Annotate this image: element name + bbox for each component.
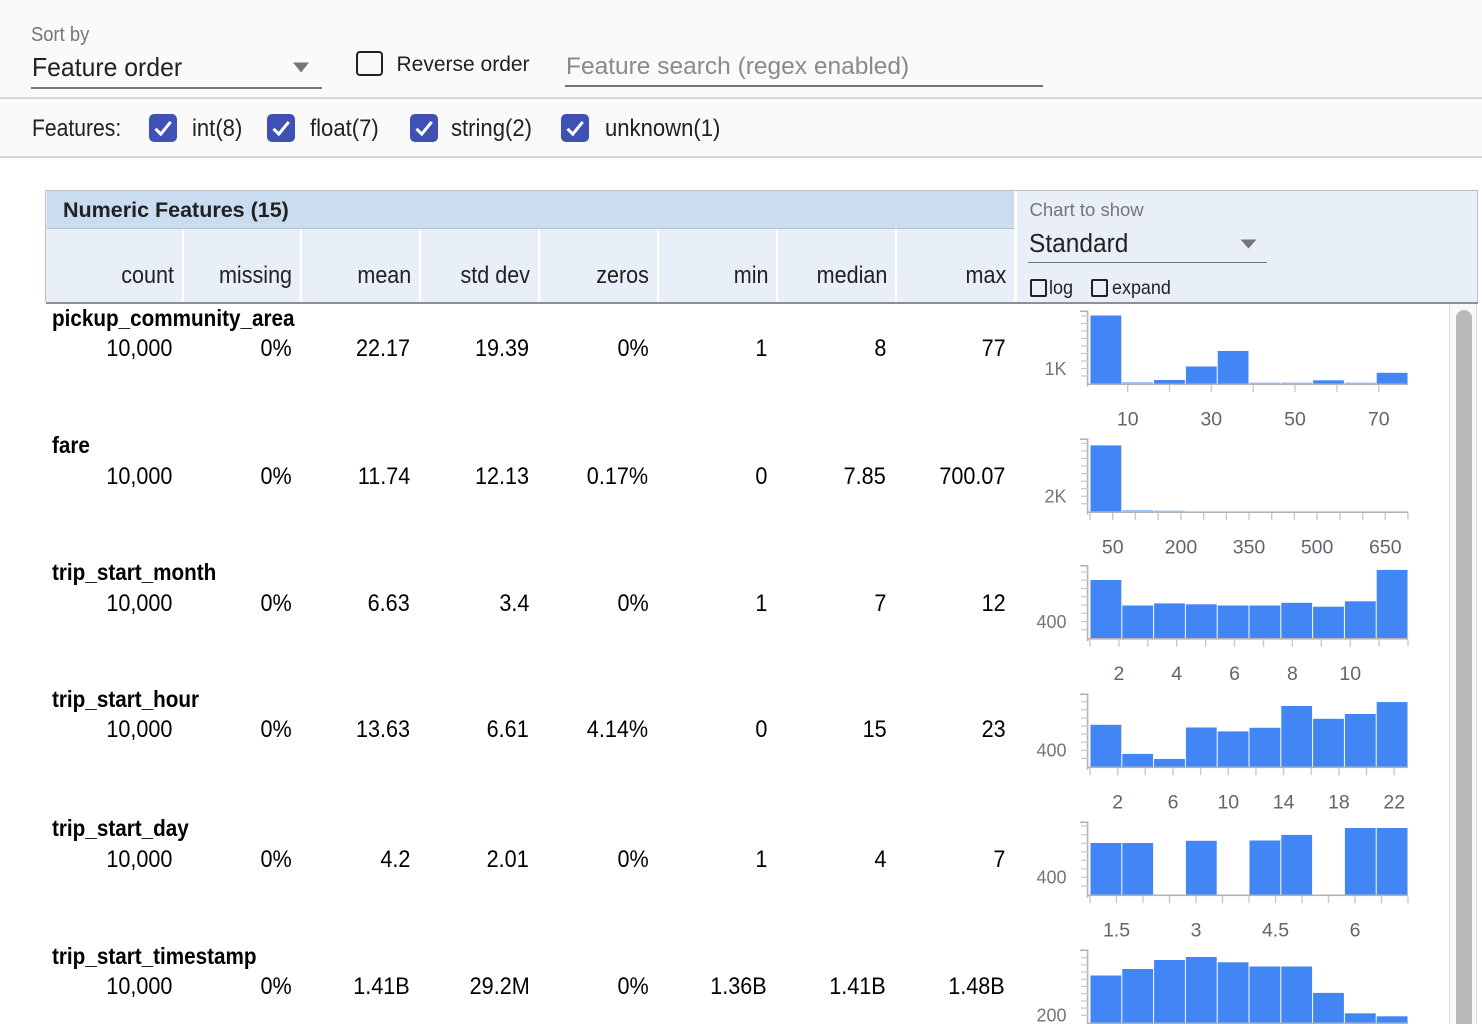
svg-text:2: 2	[1113, 663, 1124, 685]
svg-text:200: 200	[1036, 1006, 1066, 1024]
svg-text:50: 50	[1284, 409, 1306, 431]
svg-text:400: 400	[1036, 868, 1066, 888]
svg-text:500: 500	[1301, 536, 1334, 558]
svg-text:200: 200	[1165, 536, 1198, 558]
svg-text:350: 350	[1233, 536, 1266, 558]
svg-text:10: 10	[1217, 792, 1239, 814]
svg-text:30: 30	[1200, 409, 1222, 431]
svg-text:3: 3	[1191, 920, 1202, 942]
svg-text:10: 10	[1117, 409, 1139, 431]
svg-text:18: 18	[1328, 792, 1350, 814]
svg-text:6: 6	[1350, 920, 1361, 942]
svg-text:10: 10	[1339, 663, 1361, 685]
svg-text:400: 400	[1036, 741, 1066, 761]
svg-text:1.5: 1.5	[1103, 920, 1130, 942]
svg-text:2: 2	[1112, 792, 1123, 814]
svg-text:4.5: 4.5	[1262, 920, 1289, 942]
svg-text:400: 400	[1036, 612, 1066, 632]
svg-text:14: 14	[1273, 792, 1295, 814]
svg-text:4: 4	[1171, 663, 1182, 685]
svg-text:6: 6	[1168, 792, 1179, 814]
svg-text:6: 6	[1229, 663, 1240, 685]
svg-text:8: 8	[1287, 663, 1298, 685]
svg-text:50: 50	[1102, 536, 1124, 558]
svg-text:22: 22	[1383, 792, 1405, 814]
svg-text:70: 70	[1368, 409, 1390, 431]
svg-text:2K: 2K	[1044, 487, 1066, 507]
svg-text:1K: 1K	[1044, 359, 1066, 379]
svg-text:650: 650	[1369, 536, 1402, 558]
